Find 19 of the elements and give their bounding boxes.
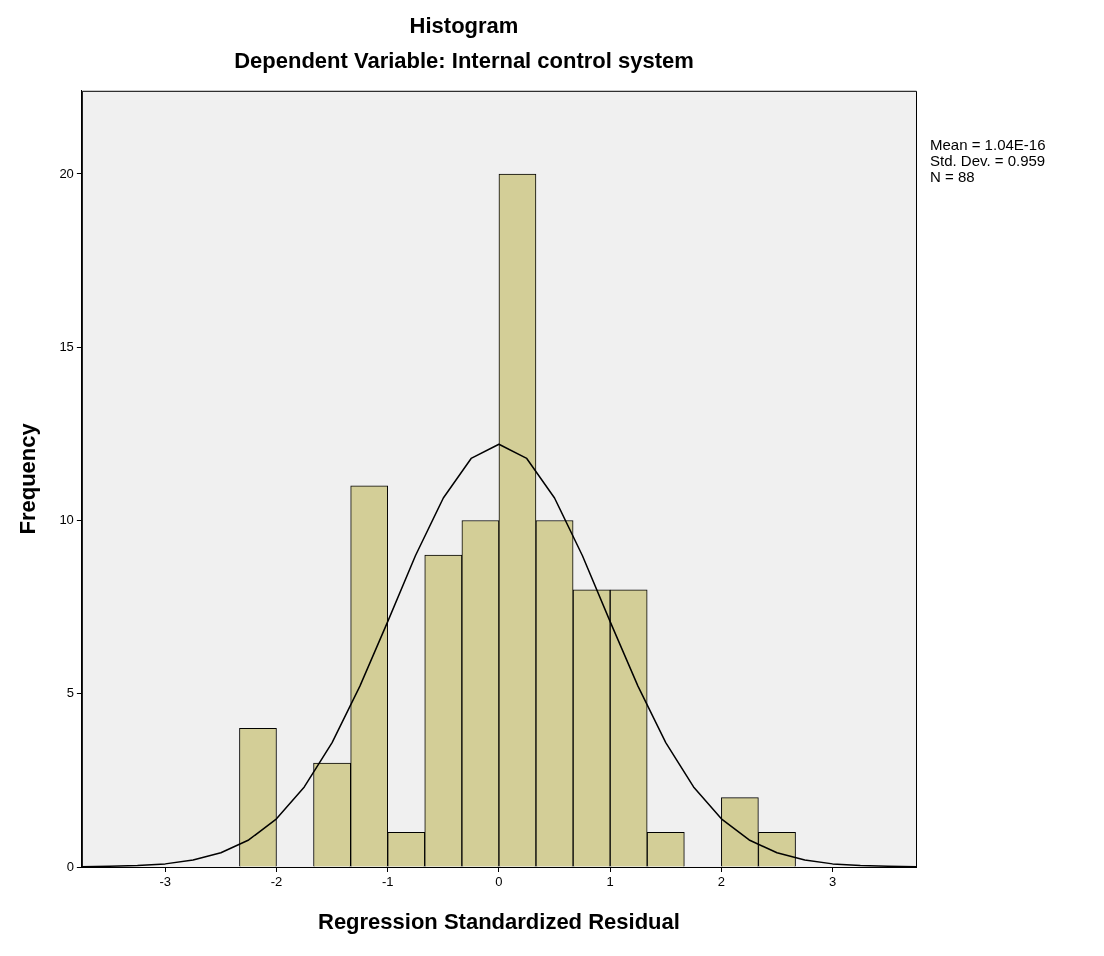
y-tick-label: 0 (66, 858, 74, 874)
x-tick-label: 0 (495, 874, 503, 890)
text: N = 88 (930, 168, 975, 186)
x-tick-label: -3 (159, 874, 172, 890)
y-tick-label: 5 (66, 685, 74, 701)
text: Mean = 1.04E-16 (930, 136, 1046, 154)
y-axis-title: Frequency (15, 422, 41, 535)
x-tick-label: -2 (270, 874, 283, 890)
x-axis-title: Regression Standardized Residual (317, 908, 680, 934)
chart-subtitle: Dependent Variable: Internal control system (234, 47, 694, 73)
x-tick-label: 2 (717, 874, 725, 890)
y-tick-label: 15 (59, 338, 74, 354)
text: Std. Dev. = 0.959 (930, 152, 1046, 170)
chart-title: Histogram (409, 13, 519, 39)
x-tick-label: 1 (606, 874, 614, 890)
x-tick-label: 3 (828, 874, 837, 890)
x-tick-label: -1 (381, 874, 394, 890)
y-tick-label: 20 (59, 165, 74, 181)
y-tick-label: 10 (59, 512, 74, 528)
